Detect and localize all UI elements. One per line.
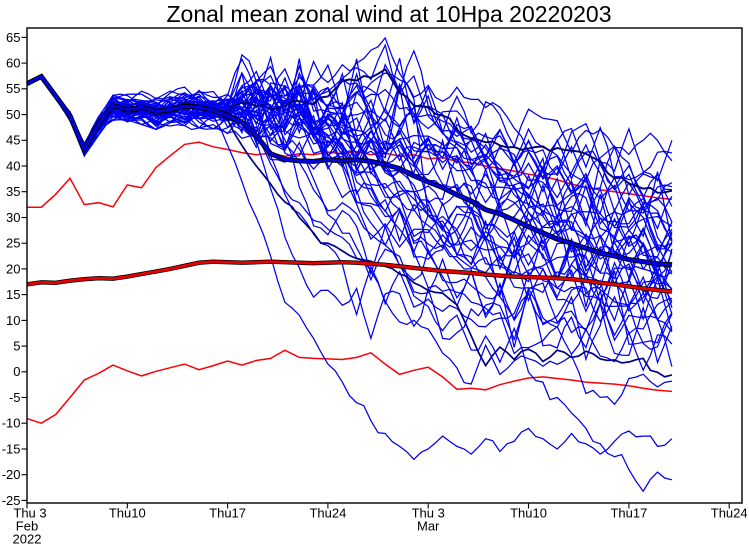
svg-text:Thu 3: Thu 3 xyxy=(13,506,46,521)
svg-text:60: 60 xyxy=(6,56,20,71)
svg-text:Thu17: Thu17 xyxy=(209,506,246,521)
svg-text:Zonal mean zonal wind at 10Hpa: Zonal mean zonal wind at 10Hpa 20220203 xyxy=(167,1,612,27)
svg-text:Thu 3: Thu 3 xyxy=(412,506,445,521)
svg-text:50: 50 xyxy=(6,107,20,122)
svg-text:-20: -20 xyxy=(2,467,21,482)
svg-text:Mar: Mar xyxy=(417,519,440,534)
svg-text:35: 35 xyxy=(6,184,20,199)
svg-text:Thu17: Thu17 xyxy=(610,506,647,521)
svg-text:30: 30 xyxy=(6,210,20,225)
svg-text:15: 15 xyxy=(6,287,20,302)
svg-text:Feb: Feb xyxy=(16,519,38,534)
svg-text:-5: -5 xyxy=(9,390,21,405)
svg-text:Thu24: Thu24 xyxy=(711,506,748,521)
svg-text:10: 10 xyxy=(6,313,20,328)
svg-text:2022: 2022 xyxy=(13,532,42,547)
svg-text:45: 45 xyxy=(6,133,20,148)
svg-text:Thu10: Thu10 xyxy=(510,506,547,521)
svg-text:Thu10: Thu10 xyxy=(109,506,146,521)
svg-text:Thu24: Thu24 xyxy=(309,506,346,521)
svg-text:-10: -10 xyxy=(2,416,21,431)
svg-text:0: 0 xyxy=(13,364,20,379)
svg-text:55: 55 xyxy=(6,81,20,96)
svg-text:25: 25 xyxy=(6,236,20,251)
svg-text:40: 40 xyxy=(6,158,20,173)
svg-text:5: 5 xyxy=(13,339,20,354)
svg-text:65: 65 xyxy=(6,30,20,45)
svg-text:20: 20 xyxy=(6,261,20,276)
svg-text:-15: -15 xyxy=(2,441,21,456)
svg-text:-25: -25 xyxy=(2,493,21,508)
